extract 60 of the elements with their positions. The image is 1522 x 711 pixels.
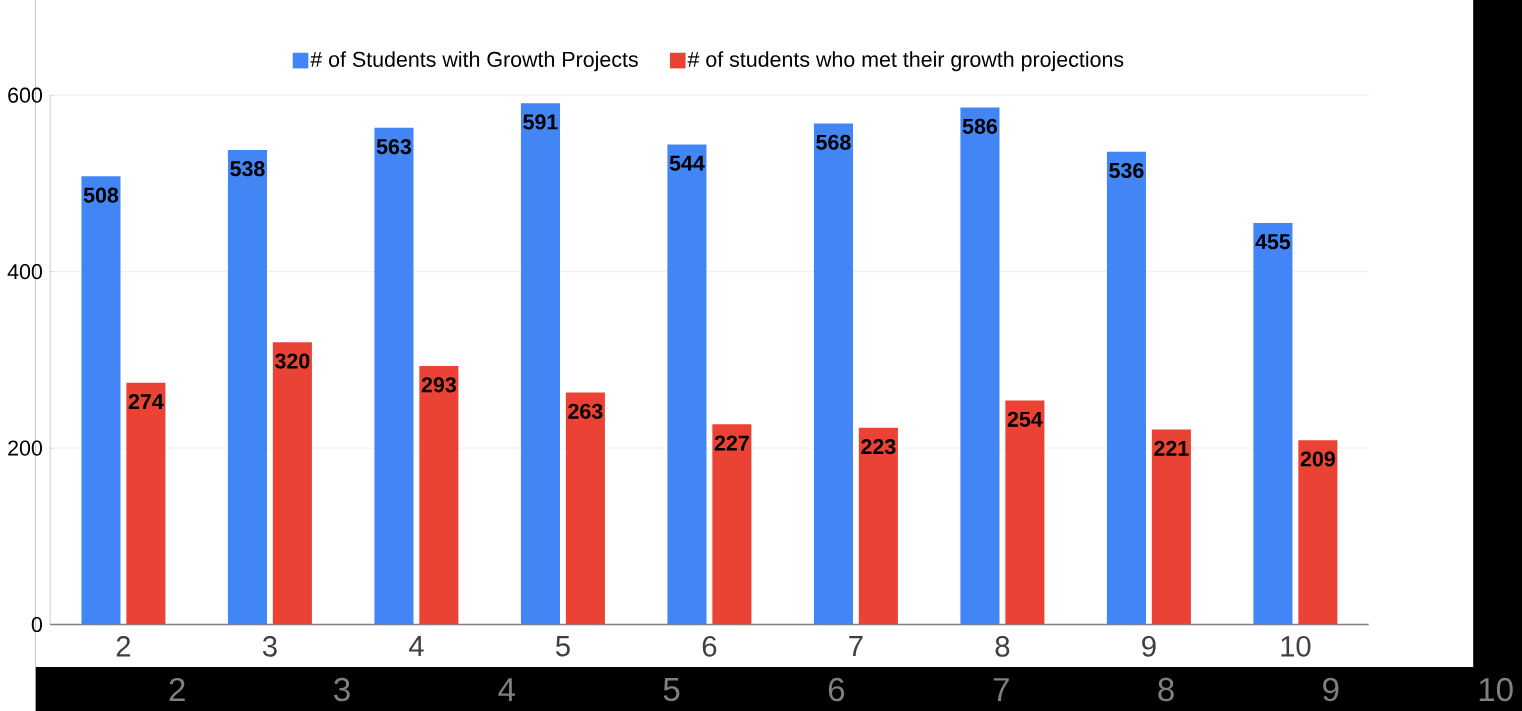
bar xyxy=(1253,223,1293,625)
data-label: 544 xyxy=(669,155,705,171)
data-label: 274 xyxy=(128,394,164,409)
text: 3 xyxy=(334,677,350,702)
data-label: 508 xyxy=(83,187,119,203)
bar xyxy=(126,382,166,625)
x-tick-label: 9 xyxy=(1142,636,1156,657)
data-label: 223 xyxy=(861,439,896,455)
y-tick-label: 0 xyxy=(31,616,43,633)
bar xyxy=(712,424,752,625)
data-label: 455 xyxy=(1255,234,1291,250)
x-tick-label: 4 xyxy=(408,636,424,657)
bar xyxy=(1005,400,1045,625)
y-tick-label: 400 xyxy=(7,264,43,280)
bar xyxy=(667,144,707,625)
text: 4 xyxy=(498,678,515,701)
y-tick-label: 600 xyxy=(8,87,43,103)
bar xyxy=(520,103,560,625)
data-label: 209 xyxy=(1300,451,1335,467)
x-tick-label: 6 xyxy=(702,636,717,657)
data-label: 293 xyxy=(421,377,456,393)
bar xyxy=(81,176,121,625)
legend-label: # of students who met their growth projections xyxy=(687,51,1124,72)
bar xyxy=(1151,429,1191,625)
y-tick-label: 200 xyxy=(8,440,43,456)
bar xyxy=(960,107,1000,625)
text: 9 xyxy=(1323,677,1339,702)
bar xyxy=(813,123,853,625)
bar xyxy=(1298,440,1338,625)
bar xyxy=(374,127,414,625)
bar xyxy=(565,392,605,625)
x-tick-label: 3 xyxy=(262,636,277,657)
x-tick-label: 8 xyxy=(995,636,1010,657)
bar xyxy=(1106,151,1146,625)
text: 8 xyxy=(1158,677,1174,702)
legend-label: # of Students with Growth Projects xyxy=(310,51,638,72)
text: 6 xyxy=(828,677,845,702)
data-label: 227 xyxy=(714,435,749,451)
x-tick-label: 7 xyxy=(849,636,863,657)
bar xyxy=(227,149,267,625)
data-label: 221 xyxy=(1154,440,1189,456)
data-label: 320 xyxy=(275,353,310,369)
data-label: 536 xyxy=(1109,162,1144,179)
data-label: 538 xyxy=(230,161,265,177)
bar xyxy=(858,427,898,625)
text: 7 xyxy=(993,678,1009,701)
text: 5 xyxy=(663,677,680,702)
data-label: 563 xyxy=(376,139,412,155)
data-label: 254 xyxy=(1007,411,1043,427)
text: 10 xyxy=(1479,677,1513,702)
x-tick-label: 10 xyxy=(1281,636,1311,657)
data-label: 586 xyxy=(962,118,998,134)
data-label: 263 xyxy=(568,403,603,419)
x-tick-label: 2 xyxy=(116,636,131,657)
bar xyxy=(272,342,312,625)
data-label: 591 xyxy=(523,114,558,130)
bar xyxy=(419,366,459,625)
x-tick-label: 5 xyxy=(555,636,570,657)
data-label: 568 xyxy=(816,134,851,150)
text: 2 xyxy=(169,677,185,702)
